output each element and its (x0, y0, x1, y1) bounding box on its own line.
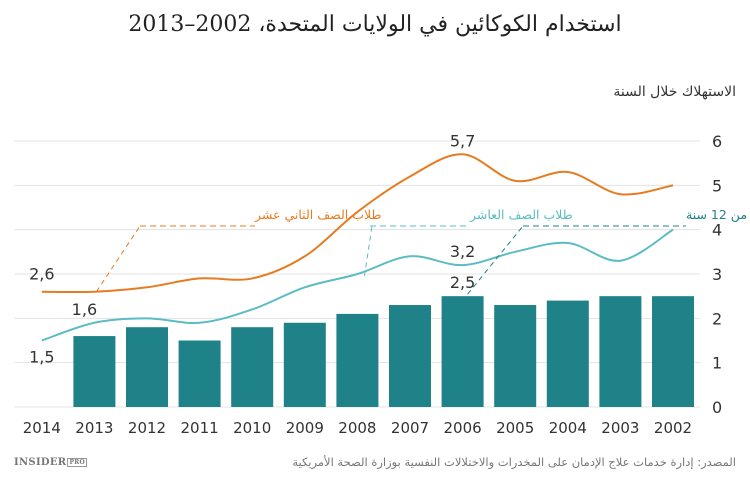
x-tick-label: 2004 (549, 419, 587, 437)
x-tick-label: 2010 (233, 419, 271, 437)
bar-2008 (336, 313, 379, 407)
legend-twelfth-grade: طلاب الصف الثاني عشر (254, 207, 381, 223)
x-tick-label: 2005 (496, 419, 534, 437)
x-tick-label: 2014 (23, 419, 61, 437)
bar-2003 (599, 296, 642, 407)
bar-2013 (73, 336, 116, 407)
bar-2009 (283, 322, 326, 407)
data-label: 2,5 (450, 273, 475, 292)
legend-all-population: كل السكان الأكبر عمراً من 12 سنة (686, 205, 750, 223)
x-tick-label: 2013 (75, 419, 113, 437)
bar-2011 (178, 340, 221, 407)
line-tenth-grade (41, 228, 674, 342)
data-label: 1,6 (72, 300, 97, 319)
data-label: 3,2 (450, 242, 475, 261)
bar-2012 (126, 327, 168, 407)
x-tick-label: 2008 (338, 419, 376, 437)
x-tick-label: 2002 (654, 419, 692, 437)
x-tick-label: 2006 (444, 419, 482, 437)
legend-twelfth-grade-leader (95, 225, 141, 293)
bar-2004 (546, 300, 589, 407)
x-tick-label: 2003 (601, 419, 639, 437)
bar-2010 (231, 327, 274, 407)
data-label: 2,6 (29, 265, 54, 284)
x-tick-label: 2012 (128, 419, 166, 437)
x-tick-label: 2011 (181, 419, 219, 437)
y-tick-label: 4 (712, 221, 722, 240)
insider-pro-logo: INSIDER PRO (14, 457, 88, 468)
y-axis-label: الاستهلاك خلال السنة (613, 84, 736, 100)
y-tick-label: 2 (712, 309, 722, 328)
y-tick-label: 0 (712, 398, 722, 417)
data-label: 5,7 (450, 131, 475, 150)
chart-title: استخدام الكوكائين في الولايات المتحدة، 2… (128, 12, 622, 37)
bar-2007 (389, 305, 431, 407)
bar-2006 (441, 296, 484, 407)
y-tick-label: 5 (712, 176, 722, 195)
bar-2002 (652, 296, 694, 407)
y-tick-label: 1 (712, 354, 722, 373)
x-tick-label: 2007 (391, 419, 429, 437)
y-tick-label: 6 (712, 132, 722, 151)
bar-2005 (494, 305, 537, 407)
y-tick-label: 3 (712, 265, 722, 284)
legend-tenth-grade: طلاب الصف العاشر (469, 207, 573, 223)
data-label: 1,5 (29, 348, 54, 367)
x-tick-label: 2009 (286, 419, 324, 437)
source-note: المصدر: إدارة خدمات علاج الإدمان على الم… (292, 455, 736, 469)
legend-all-population-leader (467, 225, 524, 295)
line-twelfth-grade (41, 153, 674, 294)
